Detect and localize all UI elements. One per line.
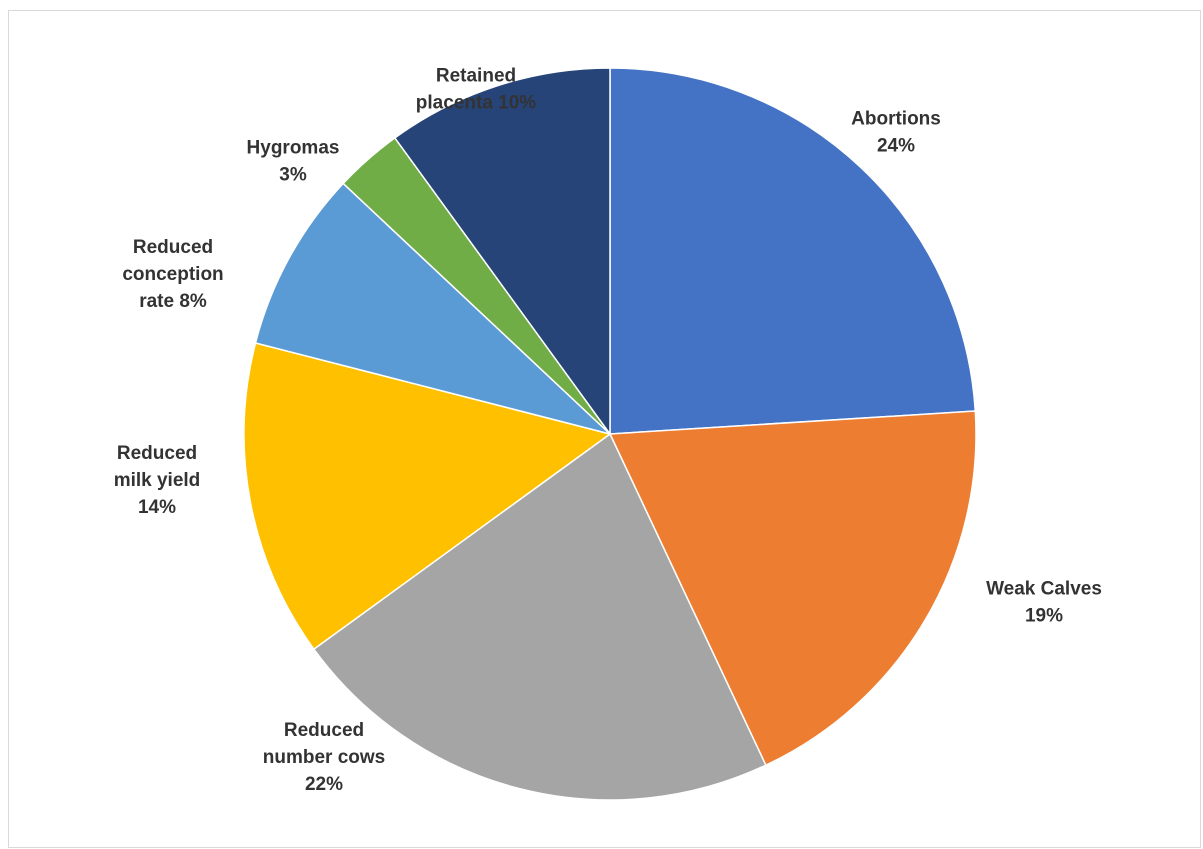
slice-label: Reduced milk yield 14% [114, 443, 201, 518]
slice-label-line: Weak Calves [986, 579, 1102, 600]
slice-label-line: 19% [1025, 606, 1063, 627]
slice-label: Reduced conception rate 8% [122, 237, 223, 312]
slice-label: Hygromas 3% [247, 138, 340, 186]
chart-frame: Abortions 24% Weak Calves 19% Reduced number … [8, 10, 1201, 848]
slice-label-line: conception [122, 264, 223, 285]
slice-label-line: Reduced [117, 443, 197, 464]
slice-label-line: 14% [138, 497, 176, 518]
pie-slice [393, 67, 611, 437]
slice-label-line: Reduced [133, 237, 213, 258]
slice-label-line: milk yield [114, 470, 201, 491]
pie-slice [254, 182, 611, 435]
slice-label-line: 22% [305, 774, 343, 795]
slice-label: Reduced number cows 22% [263, 720, 385, 795]
slice-label-line: rate 8% [139, 291, 207, 312]
pie-slice [312, 432, 767, 801]
slice-label-line: 24% [877, 136, 915, 157]
slice-label-line: Retained [436, 66, 516, 87]
slice-label-line: Abortions [851, 109, 941, 130]
slice-label: Retained placenta 10% [416, 66, 536, 114]
pie-slice [609, 67, 977, 435]
slice-label-line: placenta 10% [416, 93, 536, 114]
slice-label-line: number cows [263, 747, 385, 768]
pie-slice [243, 342, 612, 651]
slice-label: Weak Calves 19% [986, 579, 1102, 627]
pie-chart: Abortions 24% Weak Calves 19% Reduced number … [114, 66, 1102, 801]
slice-label: Abortions 24% [851, 109, 941, 157]
pie-slice [608, 410, 977, 767]
slice-label-line: Reduced [284, 720, 364, 741]
slice-label-line: Hygromas [247, 138, 340, 159]
slice-label-line: 3% [279, 165, 307, 186]
